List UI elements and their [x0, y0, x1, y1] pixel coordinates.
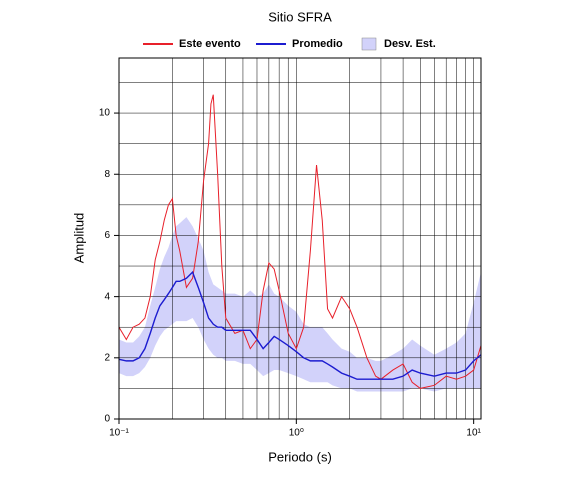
legend-label: Promedio — [292, 38, 343, 50]
y-tick-label: 2 — [104, 352, 110, 363]
y-tick-label: 10 — [99, 108, 111, 119]
legend-label: Desv. Est. — [384, 38, 436, 50]
y-tick-label: 8 — [104, 169, 110, 180]
x-tick-label: 10⁰ — [289, 428, 304, 439]
y-tick-label: 4 — [104, 291, 110, 302]
legend-swatch — [361, 37, 377, 51]
x-tick-label: 10¹ — [466, 428, 481, 439]
y-tick-label: 6 — [104, 230, 110, 241]
legend-label: Este evento — [179, 38, 241, 50]
plot-frame — [118, 57, 482, 420]
x-axis-label: Periodo (s) — [268, 449, 332, 464]
series-line — [118, 270, 482, 380]
std-band — [119, 217, 481, 392]
series-line — [118, 94, 482, 389]
chart-title: Sitio SFRA — [268, 9, 332, 24]
y-axis-label: Amplitud — [71, 213, 86, 264]
y-tick-label: 0 — [104, 414, 110, 425]
x-tick-label: 10⁻¹ — [109, 428, 129, 439]
